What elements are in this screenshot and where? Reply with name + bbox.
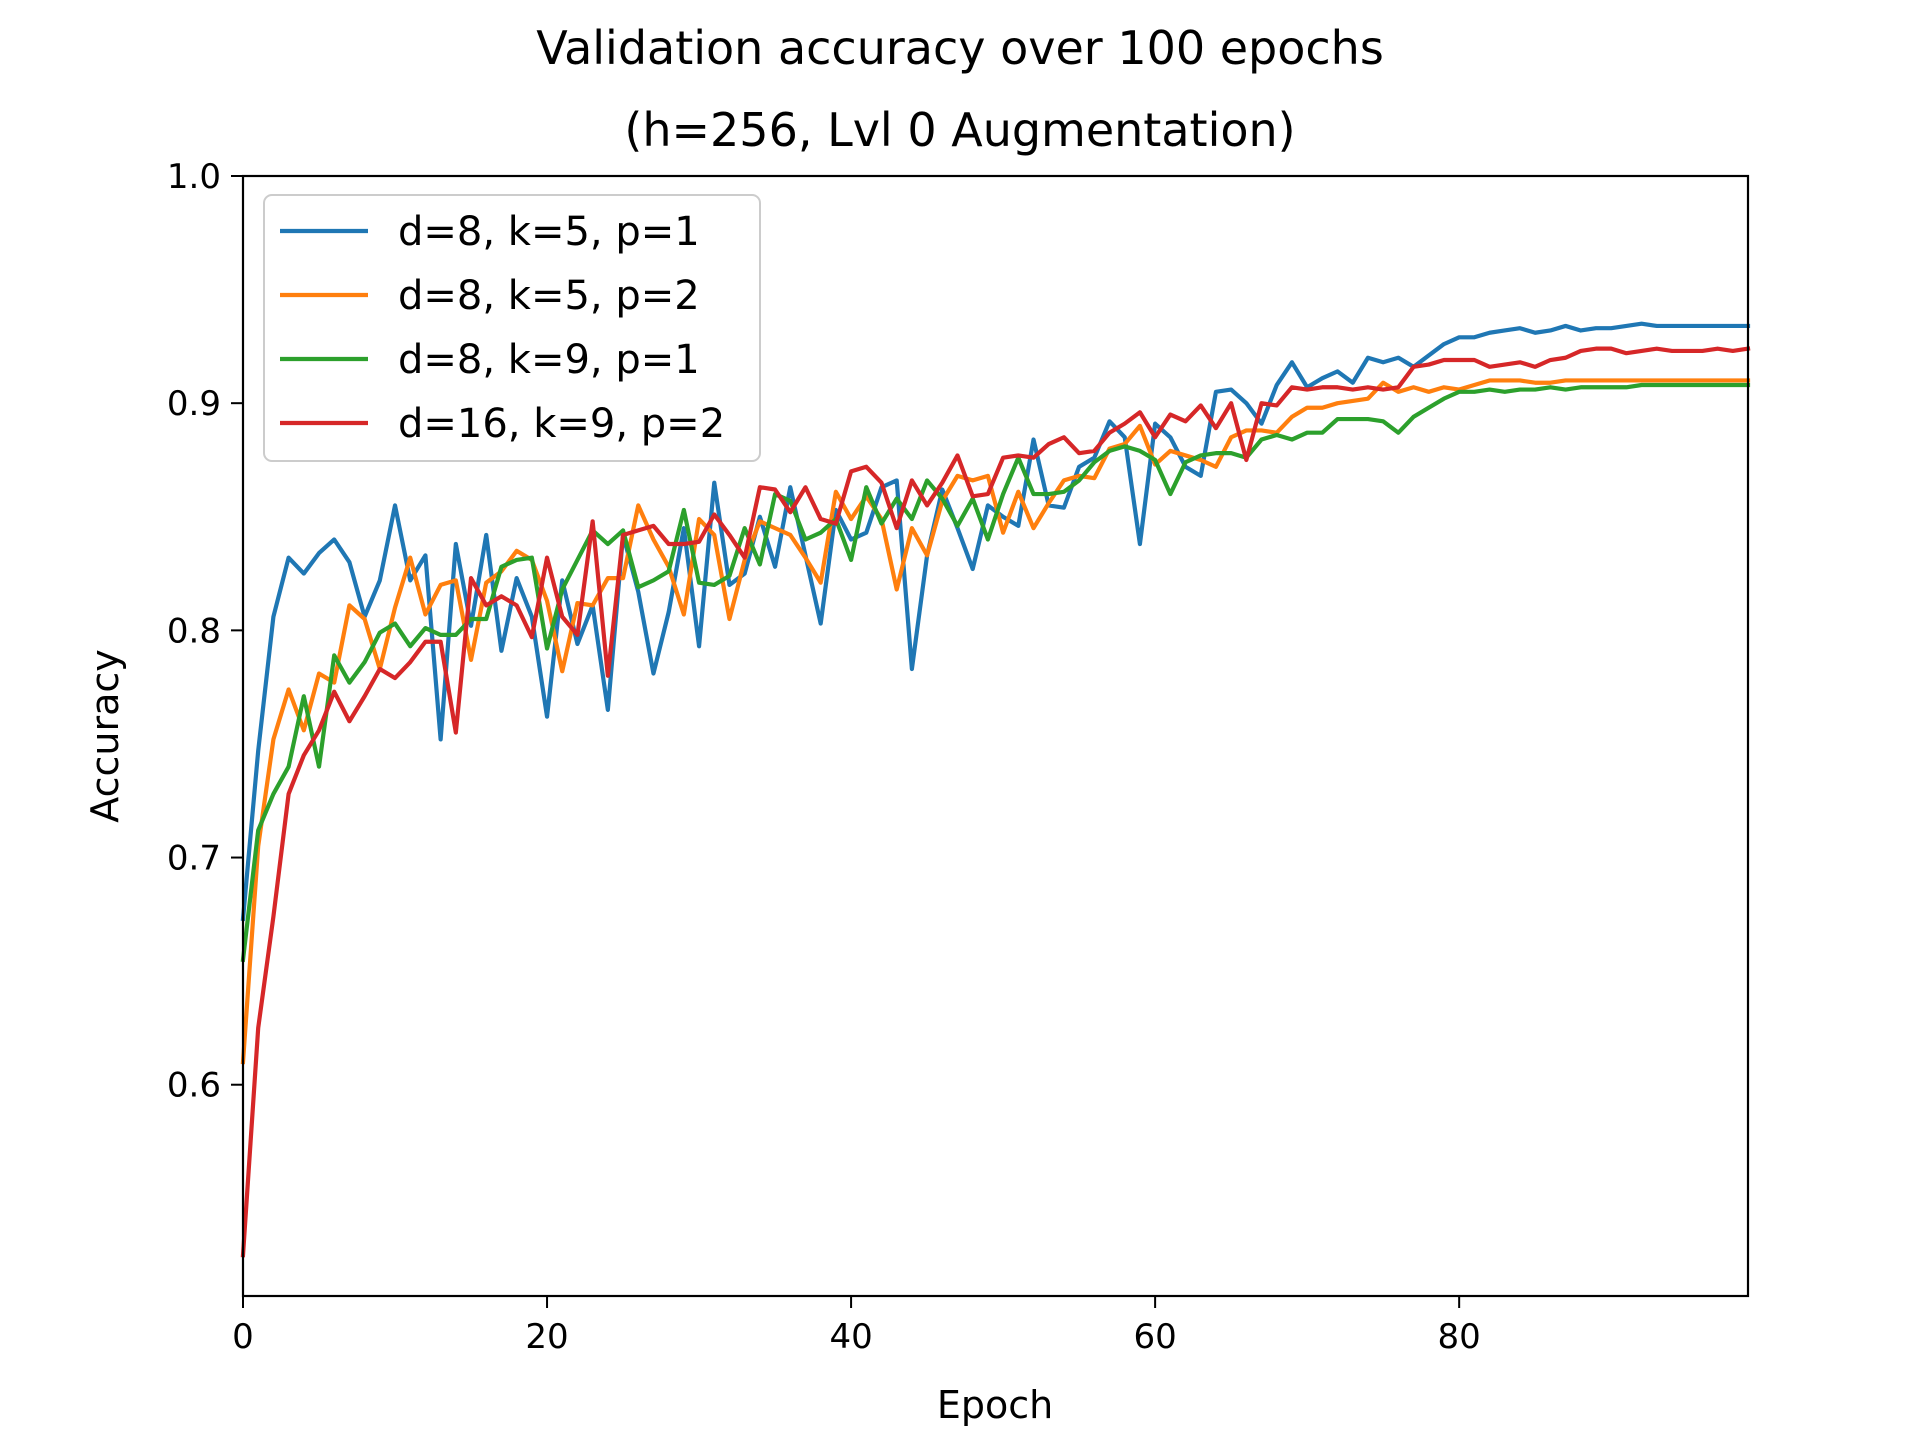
y-tick-label: 0.8 — [167, 611, 221, 651]
legend-box — [263, 194, 761, 462]
legend: d=8, k=5, p=1 d=8, k=5, p=2 d=8, k=9, p=1 d… — [263, 194, 761, 462]
axes-frame — [241, 174, 1750, 1298]
y-axis-label: Accuracy — [83, 649, 127, 823]
legend-label-3: d=8, k=9, p=1 — [398, 337, 700, 383]
y-axis: 0.6 0.7 0.8 0.9 1.0 — [167, 157, 243, 1106]
series-line-3 — [240, 382, 1751, 963]
x-tick-label: 40 — [829, 1317, 872, 1357]
legend-label-1: d=8, k=5, p=1 — [398, 209, 700, 255]
legend-label-2: d=8, k=5, p=2 — [398, 273, 700, 319]
x-tick-label: 0 — [232, 1317, 254, 1357]
x-tick-label: 60 — [1133, 1317, 1176, 1357]
x-tick-label: 80 — [1438, 1317, 1481, 1357]
x-axis: 0 20 40 60 80 — [232, 1296, 1481, 1357]
y-tick-label: 0.7 — [167, 839, 221, 879]
x-tick-label: 20 — [525, 1317, 568, 1357]
chart-title: Validation accuracy over 100 epochs — [536, 21, 1384, 75]
y-tick-label: 0.9 — [167, 384, 221, 424]
chart-subtitle: (h=256, Lvl 0 Augmentation) — [624, 103, 1295, 157]
series-line-2 — [240, 378, 1751, 1065]
y-tick-label: 1.0 — [167, 157, 221, 197]
series-line-4 — [240, 346, 1751, 1258]
x-axis-label: Epoch — [937, 1383, 1053, 1427]
y-tick-label: 0.6 — [167, 1066, 221, 1106]
plot-lines — [240, 321, 1751, 1258]
legend-label-4: d=16, k=9, p=2 — [398, 401, 725, 447]
